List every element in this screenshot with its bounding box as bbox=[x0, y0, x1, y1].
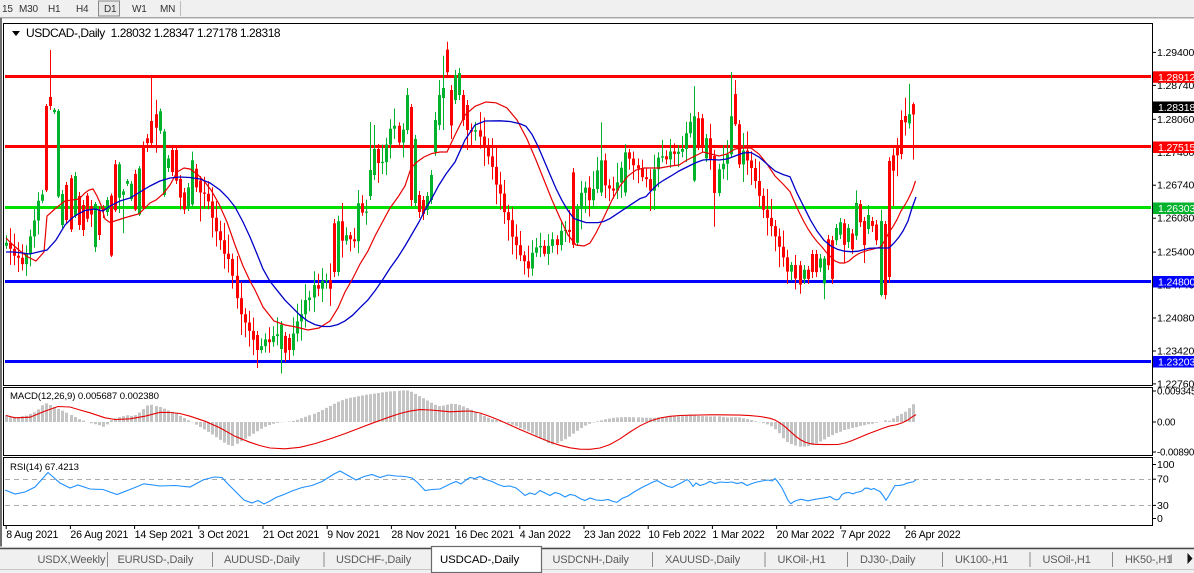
svg-text:26 Aug 2021: 26 Aug 2021 bbox=[70, 529, 128, 541]
svg-text:1.29400: 1.29400 bbox=[1157, 47, 1194, 59]
svg-text:EURUSD-,Daily: EURUSD-,Daily bbox=[118, 554, 194, 566]
svg-text:1.26080: 1.26080 bbox=[1157, 213, 1194, 225]
svg-text:UK100-,H1: UK100-,H1 bbox=[955, 554, 1008, 566]
svg-text:1.23203: 1.23203 bbox=[1158, 357, 1194, 369]
svg-text:1.28912: 1.28912 bbox=[1158, 72, 1194, 84]
svg-text:MN: MN bbox=[160, 4, 175, 15]
svg-text:1 Mar 2022: 1 Mar 2022 bbox=[712, 529, 764, 541]
svg-text:14 Sep 2021: 14 Sep 2021 bbox=[135, 529, 194, 541]
svg-text:D1: D1 bbox=[104, 4, 117, 15]
svg-text:MACD(12,26,9) 0.005687 0.00238: MACD(12,26,9) 0.005687 0.002380 bbox=[10, 391, 159, 402]
svg-text:RSI(14) 67.4213: RSI(14) 67.4213 bbox=[10, 462, 79, 473]
svg-text:100: 100 bbox=[1157, 459, 1175, 471]
svg-text:21 Oct 2021: 21 Oct 2021 bbox=[263, 529, 319, 541]
svg-text:-0.00890: -0.00890 bbox=[1157, 448, 1194, 459]
svg-text:70: 70 bbox=[1157, 474, 1169, 486]
svg-text:USDX,Weekly: USDX,Weekly bbox=[38, 554, 106, 566]
svg-text:26 Apr 2022: 26 Apr 2022 bbox=[905, 529, 961, 541]
svg-text:USDCHF-,Daily: USDCHF-,Daily bbox=[336, 554, 412, 566]
svg-text:W1: W1 bbox=[132, 4, 147, 15]
svg-text:XAUUSD-,Daily: XAUUSD-,Daily bbox=[665, 554, 741, 566]
svg-text:1.28318: 1.28318 bbox=[1158, 102, 1194, 114]
svg-text:10 Feb 2022: 10 Feb 2022 bbox=[648, 529, 706, 541]
svg-text:H1: H1 bbox=[48, 4, 61, 15]
svg-text:0.00: 0.00 bbox=[1157, 418, 1176, 429]
svg-text:30: 30 bbox=[1157, 500, 1169, 512]
svg-text:4 Jan 2022: 4 Jan 2022 bbox=[520, 529, 571, 541]
svg-text:HK50-,H1: HK50-,H1 bbox=[1125, 554, 1172, 566]
svg-text:1.22760: 1.22760 bbox=[1157, 378, 1194, 390]
svg-text:23 Jan 2022: 23 Jan 2022 bbox=[584, 529, 641, 541]
svg-text:1.24800: 1.24800 bbox=[1158, 277, 1194, 289]
svg-text:15: 15 bbox=[2, 4, 13, 15]
svg-text:0.009345: 0.009345 bbox=[1157, 387, 1194, 398]
svg-text:1.28060: 1.28060 bbox=[1157, 114, 1194, 126]
svg-text:20 Mar 2022: 20 Mar 2022 bbox=[777, 529, 835, 541]
svg-text:1.26303: 1.26303 bbox=[1158, 203, 1194, 215]
svg-text:1.28740: 1.28740 bbox=[1157, 80, 1194, 92]
svg-text:28 Nov 2021: 28 Nov 2021 bbox=[391, 529, 450, 541]
svg-text:USOil-,H1: USOil-,H1 bbox=[1043, 554, 1091, 566]
svg-text:8 Aug 2021: 8 Aug 2021 bbox=[6, 529, 58, 541]
svg-text:1.27515: 1.27515 bbox=[1158, 142, 1194, 154]
svg-text:0: 0 bbox=[1157, 513, 1163, 525]
svg-text:H4: H4 bbox=[76, 4, 89, 15]
svg-text:M30: M30 bbox=[19, 4, 38, 15]
svg-text:AUDUSD-,Daily: AUDUSD-,Daily bbox=[224, 554, 300, 566]
svg-text:USDCAD-,Daily: USDCAD-,Daily bbox=[440, 554, 519, 566]
svg-text:1.24080: 1.24080 bbox=[1157, 313, 1194, 325]
svg-text:1.23420: 1.23420 bbox=[1157, 346, 1194, 358]
svg-text:UKOil-,H1: UKOil-,H1 bbox=[778, 554, 826, 566]
svg-text:16 Dec 2021: 16 Dec 2021 bbox=[456, 529, 515, 541]
svg-text:DJ30-,Daily: DJ30-,Daily bbox=[860, 554, 916, 566]
svg-text:USDCAD-,Daily 1.28032 1.28347: USDCAD-,Daily 1.28032 1.28347 1.27178 1.… bbox=[26, 26, 281, 40]
svg-text:9 Nov 2021: 9 Nov 2021 bbox=[327, 529, 380, 541]
svg-text:1.25400: 1.25400 bbox=[1157, 247, 1194, 259]
svg-text:7 Apr 2022: 7 Apr 2022 bbox=[841, 529, 891, 541]
svg-text:1.26740: 1.26740 bbox=[1157, 180, 1194, 192]
svg-text:USDCNH-,Daily: USDCNH-,Daily bbox=[553, 554, 630, 566]
svg-text:3 Oct 2021: 3 Oct 2021 bbox=[199, 529, 250, 541]
